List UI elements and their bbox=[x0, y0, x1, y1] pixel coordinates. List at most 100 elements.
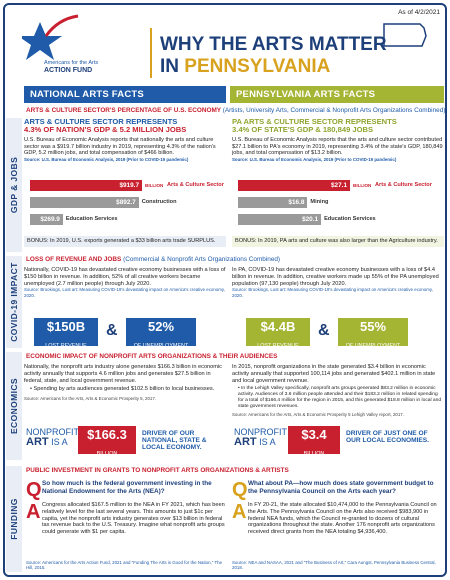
driver-text: DRIVER OF OUR NATIONAL, STATE & LOCAL EC… bbox=[142, 430, 207, 451]
logo-star bbox=[22, 22, 62, 60]
bar: $20.1 bbox=[238, 214, 322, 225]
bar-category: Education Services bbox=[65, 216, 118, 222]
stat-value: 52% bbox=[147, 319, 175, 334]
title-state: PENNSYLVANIA bbox=[184, 56, 331, 77]
callout: NONPROFIT ART IS A bbox=[26, 427, 79, 449]
source: Source: Americans for the Arts Action Fu… bbox=[26, 560, 223, 571]
stat-value: $4.4B bbox=[260, 319, 296, 334]
section-label-text: FUNDING bbox=[9, 498, 19, 540]
callout: NONPROFIT ART IS A bbox=[234, 427, 287, 449]
source: Source: Americans for the Arts, Arts & E… bbox=[232, 412, 404, 418]
bar-chart: $919.7 BILLION Arts & Culture Sector $892.7… bbox=[30, 180, 226, 232]
bar-value-label: $16.8 bbox=[288, 199, 305, 206]
bar: $892.7 bbox=[30, 197, 139, 208]
source: Source: Brookings, Lost art: Measuring C… bbox=[24, 287, 225, 298]
title-prefix: IN bbox=[160, 56, 179, 77]
bar-category: Mining bbox=[310, 199, 329, 205]
callout-text: IS A bbox=[51, 437, 68, 448]
ampersand: & bbox=[106, 322, 118, 339]
heading: PA ARTS & CULTURE SECTOR REPRESENTS bbox=[232, 117, 397, 126]
q-mark: Q bbox=[26, 479, 42, 501]
title-line1: WHY THE ARTS MATTER bbox=[160, 34, 387, 55]
section-label-text: COVID-19 IMPACT bbox=[9, 262, 19, 342]
bar-unit: BILLION bbox=[353, 183, 372, 188]
bar: $16.8 bbox=[238, 197, 308, 208]
stat-box: 52% OF UNEMPLOYMENT bbox=[126, 318, 196, 350]
bar: $919.7 bbox=[30, 180, 142, 191]
section-label-text: ECONOMICS bbox=[9, 377, 19, 435]
source: Source: Brookings, Lost art: Measuring C… bbox=[232, 287, 433, 298]
paragraph: U.S. Bureau of Economic Analysis reports… bbox=[24, 136, 216, 157]
bar-value-label: $20.1 bbox=[302, 216, 319, 223]
state-shape bbox=[383, 23, 427, 47]
logo-line2: ACTION FUND bbox=[44, 67, 92, 74]
date: As of 4/2/2021 bbox=[398, 9, 440, 16]
logo: Americans for the Arts ACTION FUND bbox=[22, 14, 98, 74]
source: Source: U.S. Bureau of Economic Analysis… bbox=[232, 157, 397, 163]
heading: 3.4% OF STATE'S GDP & 180,849 JOBS bbox=[232, 125, 374, 135]
stat-box: $150B LOST REVENUE bbox=[34, 318, 98, 350]
paragraph: Nationally, the nonprofit arts industry … bbox=[24, 364, 222, 384]
logo-line1: Americans for the Arts bbox=[44, 60, 98, 66]
bar-unit: BILLION bbox=[145, 183, 164, 188]
a-mark: A bbox=[232, 501, 247, 523]
stat-label: LOST REVENUE bbox=[45, 343, 87, 350]
source: Source: NEA and NASAA, 2021 and "The Bus… bbox=[232, 560, 436, 571]
paragraph: U.S. Bureau of Economic Analysis reports… bbox=[232, 136, 443, 157]
section-banner: ARTS & CULTURE SECTOR'S PERCENTAGE OF U.… bbox=[26, 107, 445, 114]
bonus: BONUS: In 2019, U.S. exports generated a… bbox=[24, 236, 226, 247]
stat-box: $4.4B LOST REVENUE bbox=[246, 318, 310, 350]
source: Source: U.S. Bureau of Economic Analysis… bbox=[24, 157, 189, 163]
amount-unit: BILLION bbox=[303, 451, 325, 458]
q-mark: Q bbox=[232, 479, 248, 501]
bar-value-label: $27.1 bbox=[331, 182, 347, 189]
answer: Congress allocated $167.5 million to the… bbox=[42, 502, 225, 536]
amount: $166.3 bbox=[87, 427, 127, 442]
bar: $269.9 bbox=[30, 214, 63, 225]
bar-category: Construction bbox=[141, 199, 177, 205]
bar-value-label: $269.9 bbox=[40, 216, 60, 223]
title-rule bbox=[150, 28, 410, 78]
bullet-text: In the Lehigh Valley specifically, nonpr… bbox=[238, 386, 442, 410]
paragraph: Nationally, COVID-19 has devastated crea… bbox=[24, 267, 226, 287]
question: So how much is the federal government in… bbox=[42, 480, 212, 495]
callout-text: NONPROFIT bbox=[234, 427, 287, 437]
stat-value: $150B bbox=[46, 319, 86, 334]
amount-box: $3.4 BILLION bbox=[288, 426, 340, 458]
section-label: GDP & JOBS bbox=[6, 118, 22, 252]
bar-category: Education Services bbox=[324, 216, 376, 222]
answer: In FY 20-21, the state allocated $10,474… bbox=[248, 502, 437, 536]
stat-value: 55% bbox=[359, 319, 387, 334]
heading: 4.3% OF NATION'S GDP & 5.2 MILLION JOBS bbox=[24, 125, 187, 135]
heading: ARTS & CULTURE SECTOR REPRESENTS bbox=[24, 117, 178, 126]
section-label-text: GDP & JOBS bbox=[9, 156, 19, 214]
national-header: NATIONAL ARTS FACTS bbox=[24, 86, 226, 103]
bonus: BONUS: In 2019, PA arts and culture was … bbox=[232, 236, 444, 247]
bar-value-label: $892.7 bbox=[116, 199, 136, 206]
callout-text: ART bbox=[234, 436, 257, 449]
bullet-text: Spending by arts audiences generated $10… bbox=[33, 386, 215, 393]
stat-box: 55% OF UNEMPLOYMENT bbox=[338, 318, 408, 350]
section-label: FUNDING bbox=[6, 466, 22, 572]
stat-label: OF UNEMPLOYMENT bbox=[133, 343, 189, 350]
section-banner: PUBLIC INVESTMENT IN GRANTS TO NONPROFIT… bbox=[26, 467, 289, 474]
banner-note: (Artists, University Arts, Commercial & … bbox=[222, 107, 446, 114]
paragraph: In 2015, nonprofit organizations in the … bbox=[232, 364, 436, 384]
banner-note: (Commercial & Nonprofit Arts Organizatio… bbox=[123, 256, 281, 263]
callout-text: NONPROFIT bbox=[26, 427, 79, 437]
stat-label: OF UNEMPLOYMENT bbox=[345, 343, 401, 350]
ampersand: & bbox=[318, 322, 330, 339]
section-banner: LOSS OF REVENUE AND JOBS (Commercial & N… bbox=[26, 256, 280, 263]
bullet: • In the Lehigh Valley specifically, non… bbox=[238, 386, 442, 410]
source: Source: Americans for the Arts, Arts & E… bbox=[24, 396, 157, 402]
bar-value-label: $919.7 bbox=[119, 182, 139, 189]
bar-chart: $27.1 BILLION Arts & Culture Sector $16.8 Mi… bbox=[238, 180, 438, 232]
question: What about PA—how much does state govern… bbox=[248, 480, 434, 495]
stat-label: LOST REVENUE bbox=[257, 343, 299, 350]
amount-unit: BILLION bbox=[96, 451, 118, 458]
amount-box: $166.3 BILLION bbox=[78, 426, 136, 458]
amount: $3.4 bbox=[301, 427, 327, 442]
bar-category: Arts & Culture Sector bbox=[167, 182, 224, 188]
banner-text: ARTS & CULTURE SECTOR'S PERCENTAGE OF U.… bbox=[26, 107, 221, 114]
